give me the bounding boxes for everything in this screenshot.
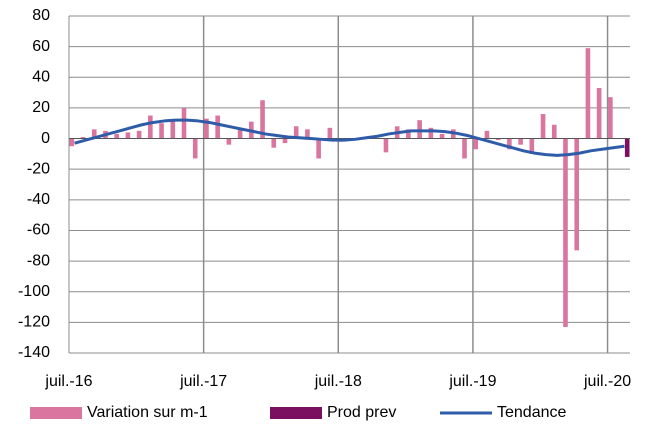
bar <box>282 138 288 144</box>
bar <box>260 100 265 139</box>
bar <box>125 132 131 139</box>
bar <box>271 138 277 148</box>
bar <box>170 120 176 139</box>
bar <box>305 129 310 139</box>
y-tick-label: -60 <box>27 222 50 239</box>
x-tick-label: juil.-18 <box>314 373 362 390</box>
bar <box>91 129 97 139</box>
bar <box>507 138 512 150</box>
bar <box>327 127 333 139</box>
bar <box>383 138 389 153</box>
bar <box>428 127 434 139</box>
y-tick-label: -120 <box>18 314 50 331</box>
bar <box>563 138 568 327</box>
bar <box>540 114 546 139</box>
bar <box>114 133 119 139</box>
bar <box>215 115 220 139</box>
legend-swatch <box>30 407 82 419</box>
bar <box>226 138 232 145</box>
bar <box>80 137 86 139</box>
x-tick-label: juil.-19 <box>448 373 496 390</box>
bar <box>495 138 501 141</box>
bar <box>406 129 411 139</box>
bar <box>136 130 142 139</box>
bar <box>204 118 209 139</box>
bar <box>237 129 243 139</box>
bar <box>484 130 490 139</box>
bar <box>192 138 198 159</box>
y-tick-label: -40 <box>27 191 50 208</box>
bar <box>293 126 299 139</box>
y-tick-label: -100 <box>18 283 50 300</box>
y-tick-label: 0 <box>41 130 50 147</box>
bar <box>574 138 580 251</box>
bar <box>417 120 422 139</box>
y-tick-label: -140 <box>18 344 50 361</box>
legend-label: Prod prev <box>327 404 396 421</box>
bar <box>159 123 164 139</box>
bar <box>69 138 75 147</box>
y-tick-label: 80 <box>32 7 50 24</box>
legend-swatch <box>270 407 322 419</box>
bar <box>181 107 187 139</box>
bar <box>473 138 479 150</box>
bar <box>585 48 591 139</box>
bar <box>551 124 557 139</box>
x-tick-label: juil.-17 <box>179 373 227 390</box>
bar <box>596 87 602 139</box>
x-tick-label: juil.-16 <box>44 373 92 390</box>
bar <box>518 138 523 145</box>
bar <box>608 97 613 139</box>
y-tick-label: 20 <box>32 99 50 116</box>
bar <box>462 138 467 159</box>
y-tick-label: 40 <box>32 68 50 85</box>
legend-label: Tendance <box>497 404 566 421</box>
x-tick-label: juil.-20 <box>583 373 631 390</box>
y-tick-label: 60 <box>32 38 50 55</box>
y-tick-label: -20 <box>27 160 50 177</box>
bar <box>439 133 445 139</box>
bar <box>624 138 630 157</box>
legend-label: Variation sur m-1 <box>87 404 208 421</box>
bar <box>148 115 153 139</box>
bar <box>529 138 535 154</box>
y-tick-label: -80 <box>27 252 50 269</box>
bar <box>316 138 321 159</box>
trend-line <box>74 118 625 157</box>
